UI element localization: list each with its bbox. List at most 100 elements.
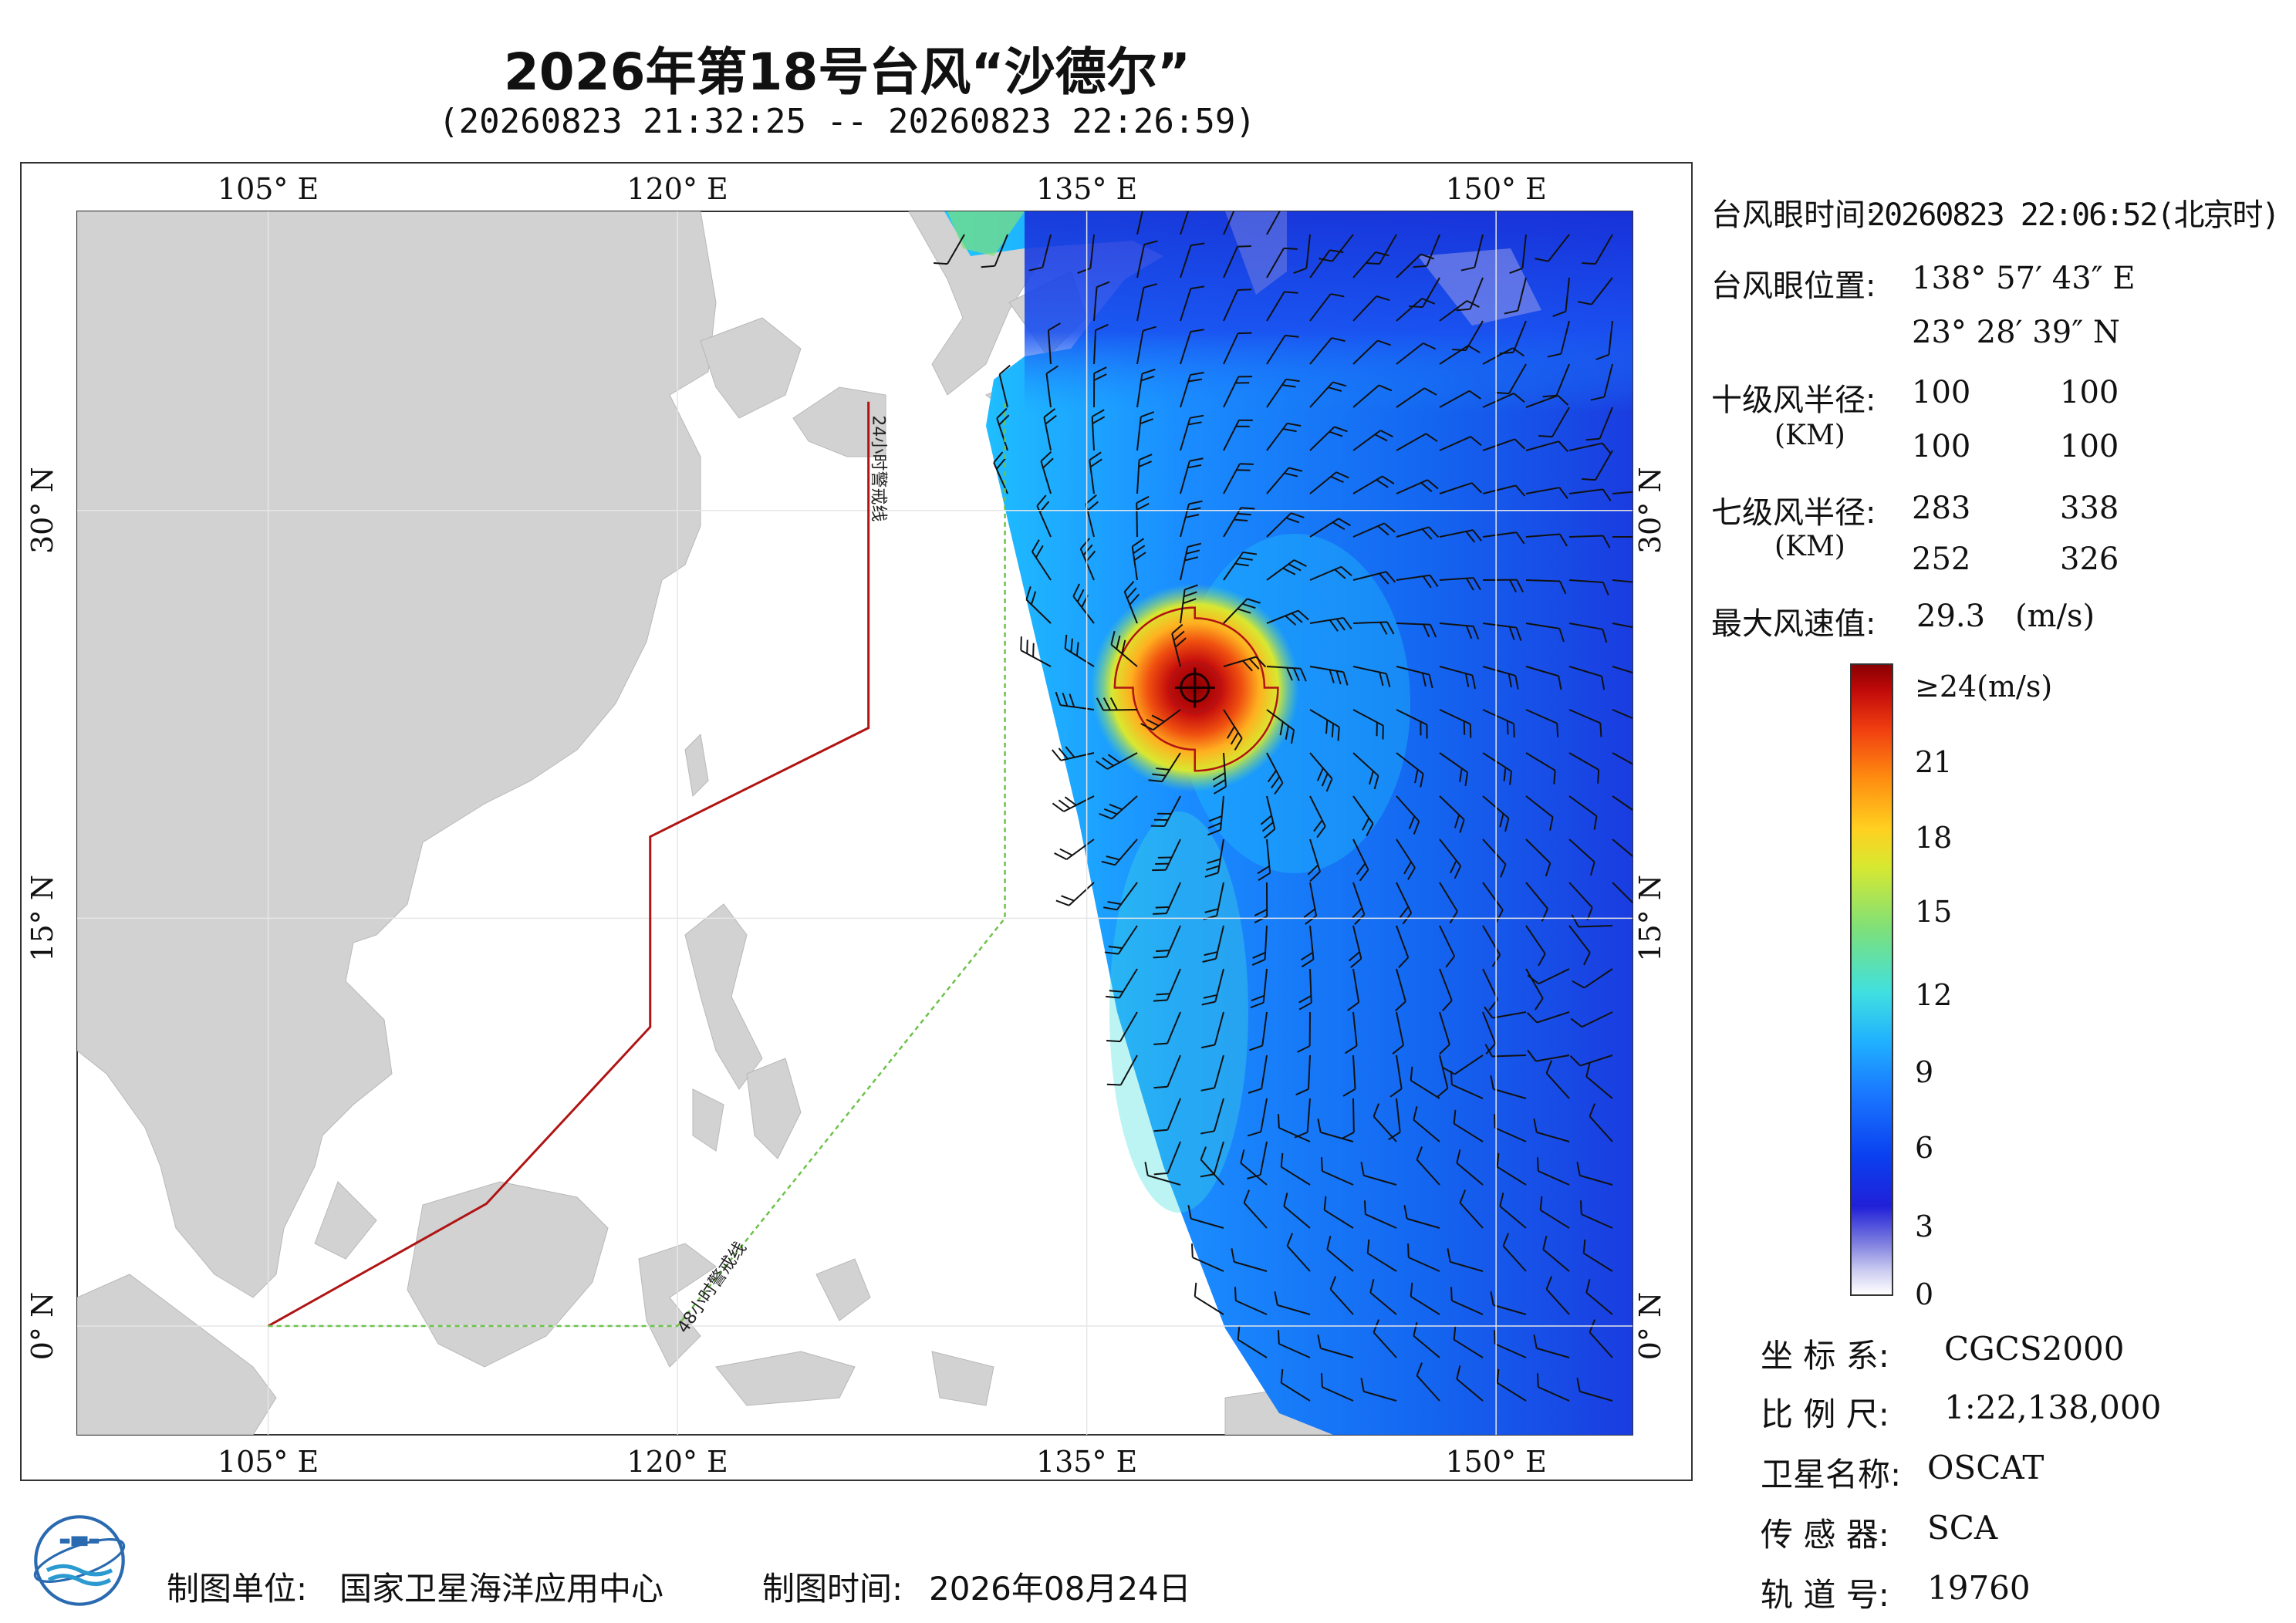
wind-barb xyxy=(1278,1330,1311,1358)
wind-barb xyxy=(1612,623,1633,631)
wind-barb xyxy=(1223,245,1251,278)
wind-barb xyxy=(1326,1236,1354,1272)
wind-barb xyxy=(1539,1196,1570,1229)
wind-barb xyxy=(1439,666,1477,690)
wind-barb xyxy=(1266,247,1298,278)
r10-value-ne: 100 xyxy=(1912,375,1971,410)
wind-barb xyxy=(1396,298,1436,322)
wind-barb xyxy=(1309,666,1349,686)
typhoon-core xyxy=(1090,583,1299,792)
wind-barb xyxy=(1352,251,1389,278)
wind-barb xyxy=(1482,438,1526,451)
wind-speed-colorbar xyxy=(1850,663,1893,1296)
wind-barb xyxy=(1297,1011,1311,1053)
wind-barb xyxy=(1396,574,1439,589)
lon-label-bottom-105: 105° E xyxy=(218,1445,319,1479)
wind-barb xyxy=(1307,838,1321,882)
sensor-label: 传 感 器: xyxy=(1761,1516,1889,1554)
wind-barb xyxy=(1274,1291,1311,1315)
wind-barb xyxy=(1352,522,1396,538)
wind-barb xyxy=(1187,1205,1224,1229)
wind-barb xyxy=(1525,838,1551,877)
wind-barb xyxy=(1364,1200,1397,1229)
wind-barb xyxy=(1437,1054,1449,1098)
wind-barb xyxy=(1525,440,1569,453)
wind-barb xyxy=(1482,709,1515,738)
colorbar-tick-0: 0 xyxy=(1915,1277,1934,1311)
wind-barb xyxy=(1201,968,1224,1006)
wind-barb xyxy=(1101,838,1138,866)
wind-barb xyxy=(1352,709,1384,740)
wind-barb xyxy=(1266,211,1285,235)
wind-barb xyxy=(1223,551,1258,581)
wind-barb xyxy=(1568,442,1612,455)
wind-barb xyxy=(1266,378,1300,408)
lon-label-top-150: 150° E xyxy=(1445,172,1546,206)
wind-barb xyxy=(1240,1149,1268,1186)
wind-barb xyxy=(1612,882,1633,920)
crs-value: CGCS2000 xyxy=(1944,1330,2125,1368)
wind-barb xyxy=(1410,1066,1440,1099)
wind-barb xyxy=(1309,293,1345,322)
wind-barb xyxy=(1352,430,1393,451)
wind-barb xyxy=(1140,709,1181,731)
wind-barb xyxy=(1582,1239,1613,1272)
wind-barb xyxy=(1347,968,1360,1011)
wind-barb xyxy=(1389,1054,1403,1098)
wind-barb xyxy=(1040,450,1054,494)
wind-barb xyxy=(1153,1141,1181,1176)
wind-barb xyxy=(1525,968,1544,1011)
wind-barb xyxy=(1459,1189,1484,1229)
wind-barb xyxy=(1266,559,1307,581)
wind-barb xyxy=(1231,1248,1268,1272)
wind-barb xyxy=(1439,436,1482,451)
lon-label-bottom-150: 150° E xyxy=(1445,1445,1546,1479)
wind-barb xyxy=(1568,623,1608,643)
wind-barb xyxy=(1054,838,1095,860)
wind-barb xyxy=(1490,1291,1527,1315)
wind-barb xyxy=(1352,621,1395,635)
wind-barb xyxy=(1612,795,1633,816)
wind-barb xyxy=(1180,329,1205,365)
warning-line-24h-label: 24小时警戒线 xyxy=(869,415,888,521)
r10-unit: (KM) xyxy=(1774,420,1845,451)
wind-barb xyxy=(1482,623,1522,641)
wind-barb xyxy=(1223,376,1253,408)
wind-barb xyxy=(1360,1378,1397,1402)
wind-barb xyxy=(1099,795,1138,820)
wind-barb xyxy=(1396,342,1437,365)
wind-barb xyxy=(1525,709,1559,737)
wind-barb xyxy=(1416,1146,1440,1186)
wind-barb xyxy=(1309,337,1346,365)
wind-barb xyxy=(1223,656,1267,672)
wind-barb xyxy=(1352,475,1395,494)
wind-barb xyxy=(1280,1152,1311,1186)
wind-barb xyxy=(1525,882,1548,922)
wind-barb xyxy=(1533,1119,1570,1142)
wind-barb xyxy=(1456,1149,1484,1186)
wind-barb xyxy=(1348,925,1362,969)
wind-barb xyxy=(1153,968,1181,1002)
wind-barb xyxy=(1136,368,1156,408)
colorbar-tick-24: ≥24(m/s) xyxy=(1915,670,2053,704)
eye-time-value: 20260823 22:06:52(北京时) xyxy=(1867,197,2281,233)
wind-barb xyxy=(1266,666,1307,682)
wind-barb xyxy=(1585,1279,1613,1315)
lon-label-top-135: 135° E xyxy=(1036,172,1137,206)
wind-barb xyxy=(1248,1054,1268,1094)
wind-barb xyxy=(1416,1362,1440,1402)
wind-barb xyxy=(1293,234,1311,274)
lat-label-left-15: 15° N xyxy=(25,875,59,962)
wind-barb xyxy=(1496,1368,1527,1402)
wind-barb xyxy=(1260,795,1276,839)
wind-barb xyxy=(1482,484,1526,497)
wind-barb xyxy=(1413,1106,1440,1142)
wind-barb xyxy=(1495,363,1527,395)
wind-barb xyxy=(1456,1365,1484,1402)
typhoon-wind-map: 24小时警戒线 48小时警戒线 105° E 120° E 135° E 150… xyxy=(25,172,1667,1479)
wind-barb xyxy=(1502,1233,1527,1272)
wind-barb xyxy=(1482,752,1513,785)
eye-latitude: 23° 28′ 39″ N xyxy=(1912,315,2120,350)
wind-barb xyxy=(1294,1098,1311,1139)
wind-barb xyxy=(1582,450,1613,481)
